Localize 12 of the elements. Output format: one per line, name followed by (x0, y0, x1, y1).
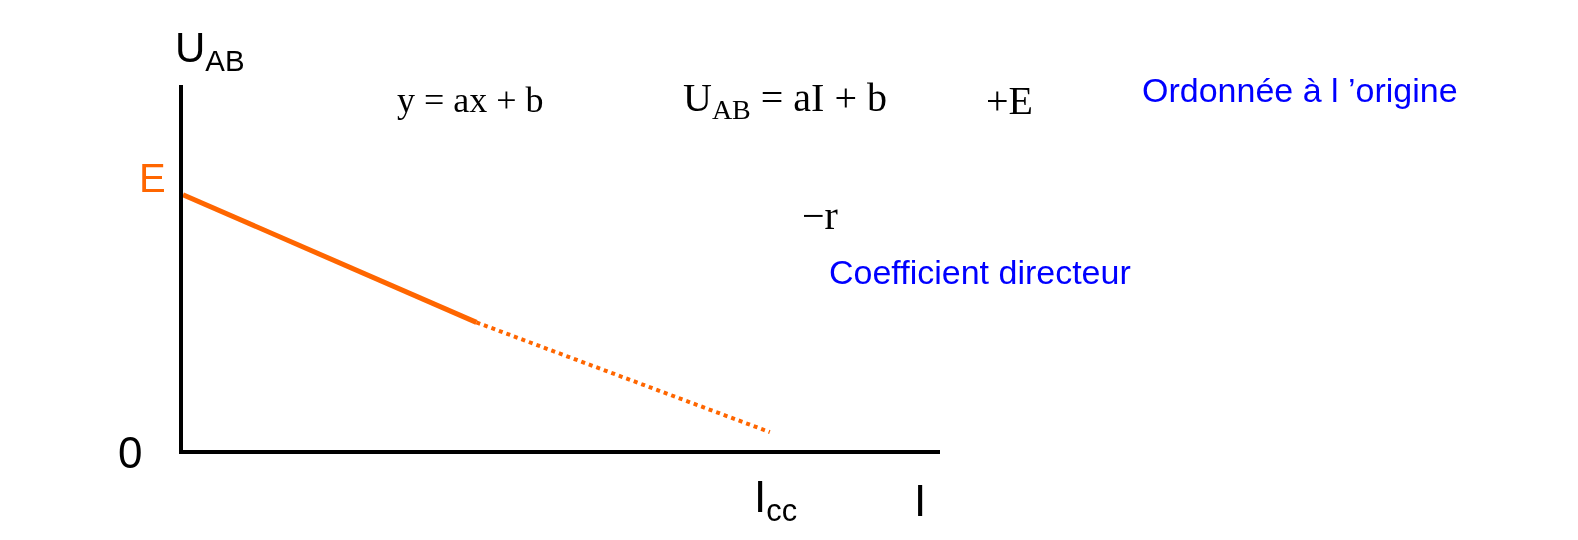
text: U$_{AB}$ (175, 24, 245, 77)
annotation: Coefficient directeur (829, 253, 1131, 291)
text: = aI + b (760, 75, 887, 120)
annotation: −r (802, 193, 838, 238)
text: y = ax + b (397, 80, 544, 120)
text: 0 (118, 428, 143, 477)
text: Ordonnée à l ’origine (1142, 71, 1458, 109)
text: +E (986, 78, 1033, 123)
y-axis-title: U$_{AB}$ (683, 75, 751, 126)
text: E (139, 156, 166, 200)
text: I$_{cc}$ (754, 472, 798, 529)
x-axis-title: I (914, 476, 927, 525)
